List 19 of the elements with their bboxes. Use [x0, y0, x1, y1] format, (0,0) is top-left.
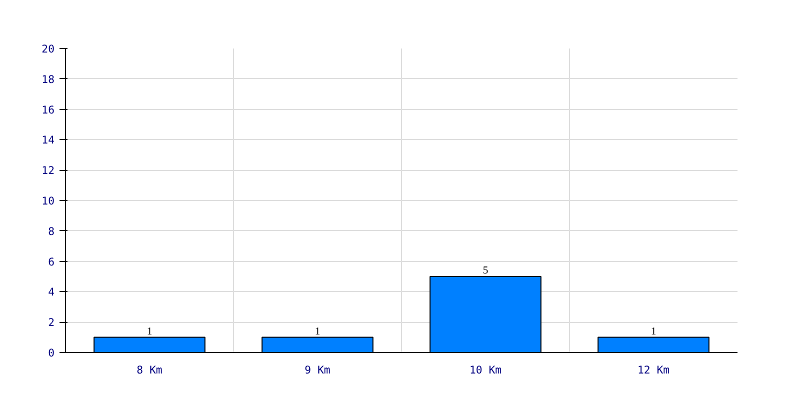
y-tick-label: 2: [48, 316, 55, 330]
y-tick-label: 10: [42, 194, 55, 208]
y-tick-label: 20: [42, 42, 55, 56]
x-tick-label: 10 Km: [469, 364, 502, 376]
y-tick-label: 0: [48, 346, 55, 360]
data-label: 1: [314, 326, 320, 338]
data-label: 1: [650, 326, 656, 338]
y-tick-label: 16: [42, 103, 55, 116]
x-tick-label: 8 Km: [136, 364, 162, 376]
y-tick-label: 18: [42, 72, 55, 86]
y-tick-label: 14: [42, 134, 55, 147]
x-tick-label: 12 Km: [637, 364, 670, 376]
data-label: 5: [482, 266, 488, 276]
data-label: 1: [146, 326, 152, 338]
y-tick-label: 8: [48, 224, 55, 238]
x-tick-label: 9 Km: [304, 364, 330, 376]
y-tick-label: 6: [48, 255, 55, 268]
y-tick-label: 12: [42, 164, 55, 178]
y-tick-label: 4: [48, 286, 55, 299]
